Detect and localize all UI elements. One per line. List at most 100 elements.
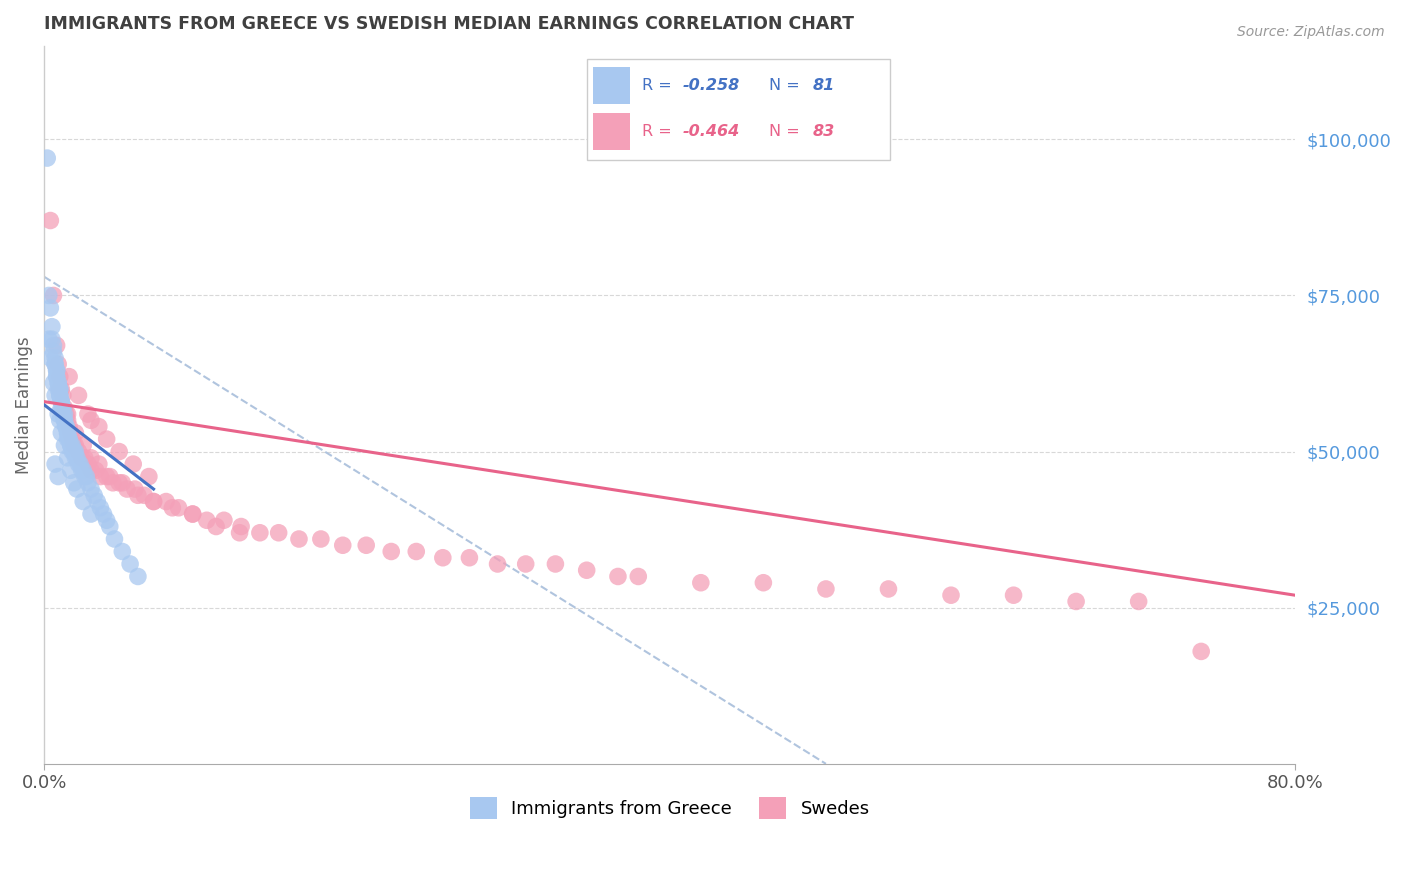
Point [66,450,89,465]
Point [48,382,70,396]
Point [332,538,354,552]
Point [87,419,110,434]
Point [42,288,65,302]
Point [56,407,79,421]
Point [80,482,103,496]
Point [72,494,94,508]
Point [1189,644,1212,658]
Point [195,513,218,527]
Point [877,582,900,596]
Point [52,401,75,415]
Point [515,557,537,571]
Point [73,450,96,465]
Point [41,319,63,334]
Point [53,413,76,427]
Point [142,494,165,508]
Point [39,351,62,365]
Point [309,532,332,546]
Text: N =: N = [769,124,806,139]
Point [93,507,115,521]
Point [46,407,69,421]
Point [51,425,73,440]
Point [939,588,962,602]
Point [46,357,69,371]
Point [42,376,65,390]
Point [48,369,70,384]
Text: 83: 83 [813,124,835,139]
Bar [593,113,630,150]
Point [58,432,80,446]
Point [405,544,427,558]
Point [53,407,76,421]
Point [83,488,105,502]
Point [51,394,73,409]
Point [1064,594,1087,608]
Point [42,338,65,352]
Point [56,425,79,440]
Point [56,450,79,465]
Point [1002,588,1025,602]
Point [205,519,228,533]
Point [1128,594,1150,608]
Point [66,482,89,496]
Point [65,444,87,458]
Point [544,557,567,571]
Point [86,494,108,508]
Point [67,388,90,402]
Point [58,432,80,446]
Point [75,469,97,483]
Point [46,376,69,390]
Point [80,413,103,427]
Point [458,550,481,565]
Point [65,450,87,465]
Point [72,438,94,452]
Text: R =: R = [643,78,678,93]
Point [55,407,77,421]
FancyBboxPatch shape [586,59,890,160]
Point [56,413,79,427]
Point [63,444,86,458]
Point [48,382,70,396]
Point [138,469,160,483]
Point [111,544,134,558]
Point [46,469,69,483]
Point [380,544,402,558]
Point [59,425,82,440]
Point [63,438,86,452]
Point [52,388,75,402]
Point [432,550,454,565]
Point [70,463,93,477]
Point [77,407,100,421]
Point [627,569,650,583]
Point [60,444,83,458]
Point [101,475,124,490]
Legend: Immigrants from Greece, Swedes: Immigrants from Greece, Swedes [463,790,877,827]
Point [167,500,190,515]
Point [45,363,67,377]
Point [228,525,250,540]
Point [46,382,69,396]
Point [53,413,76,427]
Point [134,488,156,502]
Point [53,401,76,415]
Point [55,419,77,434]
Point [77,475,100,490]
Point [51,394,73,409]
Point [52,407,75,421]
Point [48,382,70,396]
Point [58,419,80,434]
Point [63,475,86,490]
Point [56,425,79,440]
Point [80,507,103,521]
Point [38,288,60,302]
Point [80,450,103,465]
Point [115,482,138,496]
Text: N =: N = [769,78,806,93]
Point [55,419,77,434]
Point [142,494,165,508]
Point [288,532,311,546]
Point [58,369,80,384]
Point [120,557,142,571]
Point [53,438,76,452]
Point [111,475,134,490]
